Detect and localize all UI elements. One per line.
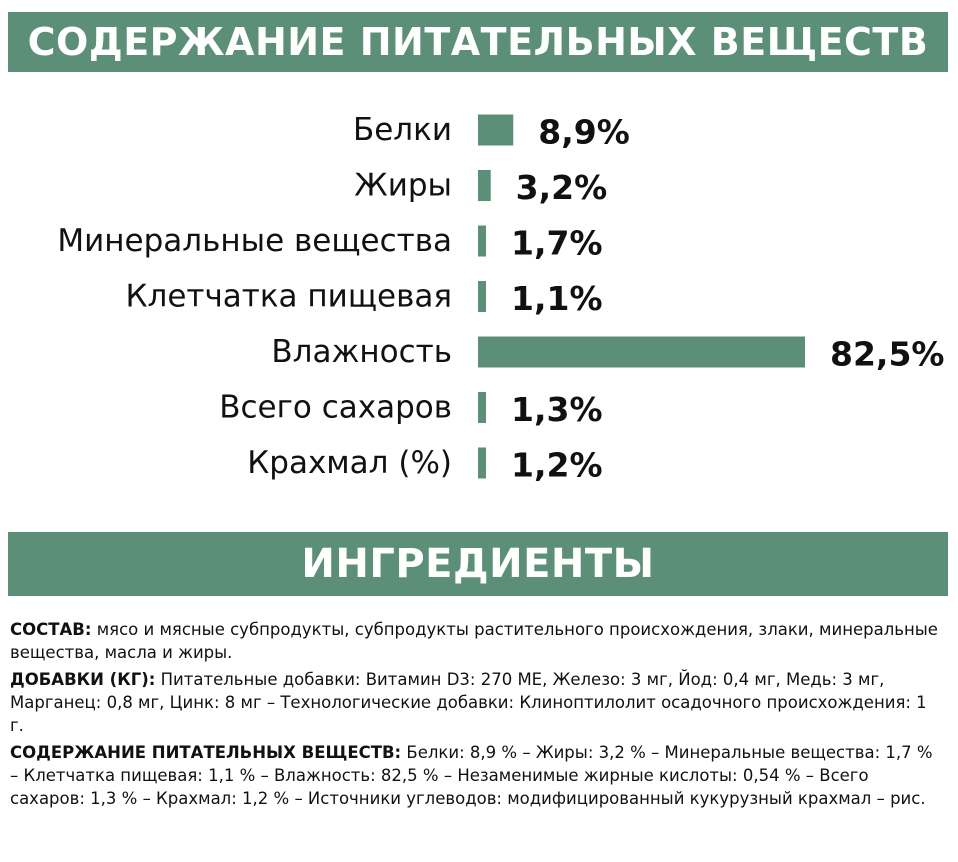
category-label: Влажность — [271, 334, 452, 370]
value-label: 3,2% — [516, 168, 608, 207]
value-label: 1,3% — [511, 390, 603, 429]
ingredients-text: СОСТАВ: мясо и мясные субпродукты, субпр… — [10, 618, 940, 814]
bar — [478, 225, 486, 257]
bar — [478, 281, 486, 312]
value-label: 82,5% — [830, 335, 945, 374]
nutrients-label: СОДЕРЖАНИЕ ПИТАТЕЛЬНЫХ ВЕЩЕСТВ: — [10, 743, 402, 762]
category-label: Клетчатка пищевая — [126, 279, 453, 315]
category-label: Жиры — [354, 168, 452, 204]
nutrients-title-banner: СОДЕРЖАНИЕ ПИТАТЕЛЬНЫХ ВЕЩЕСТВ — [8, 12, 948, 72]
ingredients-composition: СОСТАВ: мясо и мясные субпродукты, субпр… — [10, 618, 940, 664]
composition-text: мясо и мясные субпродукты, субпродукты р… — [10, 620, 938, 662]
category-label: Белки — [353, 112, 452, 148]
category-label: Крахмал (%) — [247, 445, 452, 481]
bar — [478, 170, 491, 201]
nutrient-bar-chart: Белки 8,9% Жиры 3,2% Минеральные вещества 1,7… — [57, 112, 945, 485]
composition-label: СОСТАВ: — [10, 620, 92, 639]
bar — [478, 336, 805, 368]
ingredients-nutrients: СОДЕРЖАНИЕ ПИТАТЕЛЬНЫХ ВЕЩЕСТВ: Белки: 8… — [10, 741, 940, 810]
ingredients-title: ИНГРЕДИЕНТЫ — [301, 541, 655, 587]
bar — [478, 392, 486, 423]
ingredients-additives: ДОБАВКИ (КГ): Питательные добавки: Витам… — [10, 668, 940, 737]
value-label: 8,9% — [538, 113, 630, 152]
bar — [478, 447, 486, 479]
value-label: 1,2% — [511, 446, 603, 485]
additives-text: Питательные добавки: Витамин D3: 270 МЕ,… — [10, 670, 927, 735]
ingredients-title-banner: ИНГРЕДИЕНТЫ — [8, 532, 948, 596]
category-label: Минеральные вещества — [57, 223, 452, 259]
value-label: 1,7% — [511, 224, 603, 263]
value-label: 1,1% — [511, 279, 603, 318]
bar — [478, 114, 514, 146]
nutrients-text: Белки: 8,9 % – Жиры: 3,2 % – Минеральные… — [10, 743, 933, 808]
category-label: Всего сахаров — [219, 390, 452, 426]
additives-label: ДОБАВКИ (КГ): — [10, 670, 156, 689]
nutrients-title: СОДЕРЖАНИЕ ПИТАТЕЛЬНЫХ ВЕЩЕСТВ — [27, 20, 929, 64]
